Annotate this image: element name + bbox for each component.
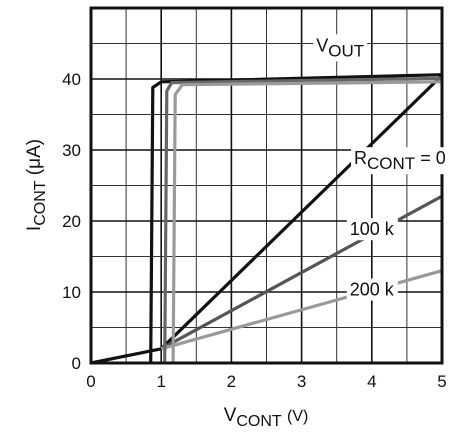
annotation-main: V [316,35,328,55]
plot-frame [89,6,444,365]
x-axis-title-sub: CONT [236,413,282,430]
y-tick-label: 0 [72,354,81,373]
annotation-bg [351,147,449,175]
x-axis-title: VCONT (V) [224,405,309,430]
annotation-text: VOUT [316,35,364,60]
annotation-main: R [354,148,367,168]
annotation-sub: OUT [328,41,364,60]
y-tick-label: 20 [62,212,81,231]
x-tick-label: 2 [227,372,236,391]
annotation-text: RCONT = 0 [354,148,446,173]
annotation-bg [346,278,398,301]
annotation-sub: CONT [367,154,415,173]
annotation-2: RCONT = 0 [351,147,449,175]
annotation-text: 200 k [350,280,395,300]
y-tick-label: 40 [62,70,81,89]
x-tick-label: 0 [86,372,95,391]
x-tick-labels: 0 1 2 3 4 5 [86,372,446,391]
x-tick-label: 4 [367,372,376,391]
x-tick-label: 3 [297,372,306,391]
y-axis-title-unit: (μA) [24,139,45,175]
y-tick-labels: 0 10 20 30 40 [62,70,81,373]
annotation-rest: = 0 [415,148,446,168]
annotation-main: 200 k [350,280,395,300]
annotation-bg [313,34,368,62]
annotation-3: 100 k [346,218,398,241]
annotation-1: VOUT [313,34,368,62]
x-tick-label: 1 [156,372,165,391]
x-axis-title-unit: (V) [287,408,308,425]
series-line-5 [163,76,443,364]
series-line-4 [149,73,443,364]
annotation-text: 100 k [350,219,395,239]
annotation-4: 200 k [346,278,398,301]
y-tick-label: 10 [62,283,81,302]
x-axis-title-main: V [224,405,237,426]
annotation-bg [346,218,398,241]
series-line-6 [171,80,443,364]
y-axis-title-main: I [24,226,45,231]
y-axis-title: ICONT (μA) [24,139,49,231]
annotations: VOUT RCONT = 0 100 k 200 k [313,34,449,301]
y-tick-label: 30 [62,141,81,160]
y-axis-title-sub: CONT [32,180,49,226]
x-tick-label: 5 [437,372,446,391]
annotation-main: 100 k [350,219,395,239]
